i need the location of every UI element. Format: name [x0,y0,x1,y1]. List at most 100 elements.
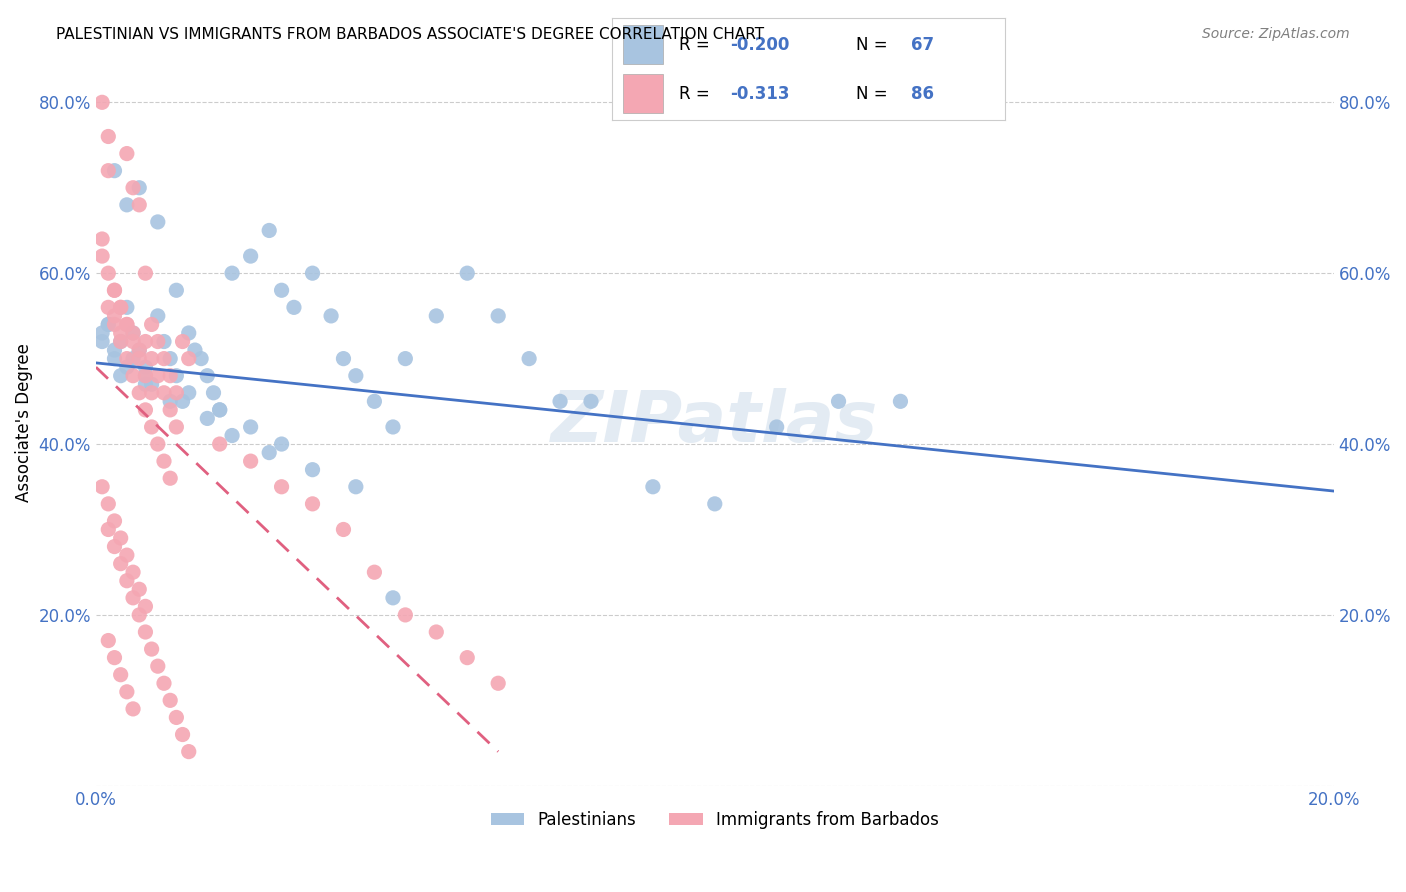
Point [115,685,138,699]
Point [195,411,218,425]
Point [128,343,150,357]
Point [128,607,150,622]
Point [115,360,138,375]
Point [115,198,138,212]
Point [394,607,416,622]
Point [110,334,132,349]
Point [257,223,280,237]
Point [110,531,132,545]
Point [115,318,138,332]
Point [97,301,120,315]
Text: PALESTINIAN VS IMMIGRANTS FROM BARBADOS ASSOCIATE'S DEGREE CORRELATION CHART: PALESTINIAN VS IMMIGRANTS FROM BARBADOS … [56,27,765,42]
Point [270,283,292,297]
Point [332,351,354,366]
Point [128,385,150,400]
Point [128,198,150,212]
Point [425,309,447,323]
Point [159,693,181,707]
Point [141,385,163,400]
Point [239,249,262,263]
Point [363,394,385,409]
Point [301,497,323,511]
Point [177,351,200,366]
Point [91,326,114,340]
Point [134,360,156,375]
Point [159,351,181,366]
Text: ZIPatlas: ZIPatlas [551,388,879,458]
Point [97,523,120,537]
Point [122,334,145,349]
Point [190,351,212,366]
Point [122,180,145,194]
Point [344,480,367,494]
Point [394,351,416,366]
Point [153,351,176,366]
Point [381,591,404,605]
Point [172,727,194,741]
Point [122,565,145,579]
Point [103,283,125,297]
Point [141,377,163,392]
Point [110,326,132,340]
Point [703,497,725,511]
Text: Source: ZipAtlas.com: Source: ZipAtlas.com [1202,27,1350,41]
Text: 86: 86 [911,85,934,103]
Point [165,283,187,297]
Point [103,514,125,528]
Point [146,309,169,323]
Point [159,403,181,417]
Point [177,745,200,759]
Point [177,385,200,400]
Point [456,650,478,665]
Point [153,385,176,400]
Point [115,548,138,562]
Point [134,403,156,417]
Point [381,420,404,434]
Point [110,368,132,383]
Point [208,437,231,451]
Point [97,266,120,280]
Point [765,420,787,434]
Point [122,351,145,366]
Point [134,368,156,383]
Point [270,480,292,494]
Point [579,394,602,409]
Point [128,180,150,194]
Point [486,309,509,323]
Point [548,394,571,409]
Point [122,591,145,605]
Point [110,301,132,315]
Point [159,368,181,383]
Point [115,146,138,161]
Point [110,301,132,315]
Point [91,249,114,263]
Point [239,454,262,468]
Point [97,633,120,648]
Point [103,351,125,366]
Point [827,394,849,409]
Point [103,318,125,332]
Point [141,420,163,434]
Point [141,351,163,366]
Point [91,480,114,494]
Point [283,301,305,315]
Point [103,650,125,665]
Point [115,301,138,315]
Point [115,574,138,588]
Point [208,403,231,417]
Point [128,351,150,366]
Point [91,334,114,349]
Point [103,283,125,297]
Point [159,471,181,485]
Text: -0.313: -0.313 [730,85,789,103]
Point [97,497,120,511]
Point [110,557,132,571]
Point [165,710,187,724]
Y-axis label: Associate's Degree: Associate's Degree [15,343,32,502]
Text: N =: N = [856,36,893,54]
Point [889,394,911,409]
Point [172,334,194,349]
Point [257,445,280,459]
Point [486,676,509,690]
Point [134,625,156,640]
